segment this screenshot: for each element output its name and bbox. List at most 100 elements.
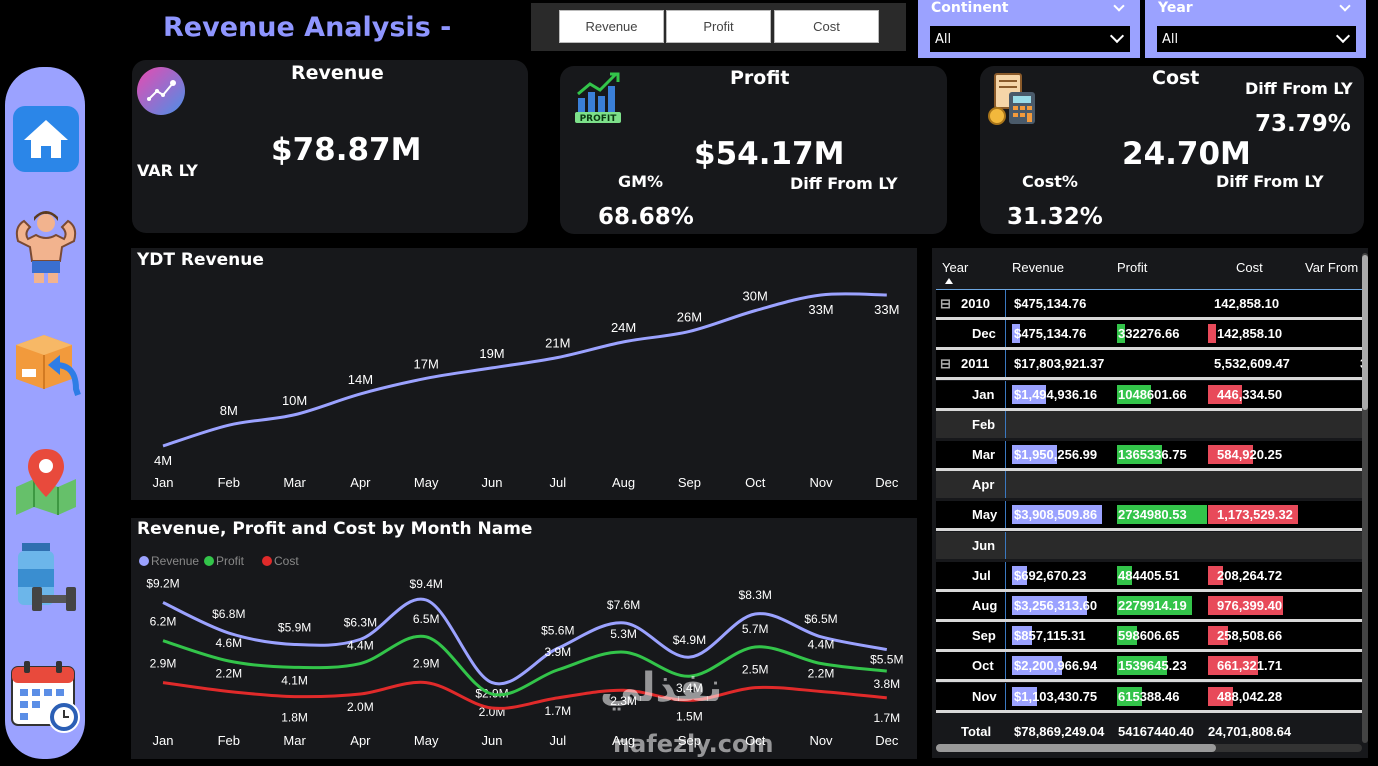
watermark-arabic: نفذلي: [600, 665, 723, 711]
profit-cell: 484405.51: [1118, 567, 1180, 583]
chevron-down-icon: [1109, 28, 1125, 44]
year-dropdown[interactable]: All: [1157, 26, 1356, 52]
total-revenue: $78,869,249.04: [1014, 724, 1105, 739]
cost-diff-value: 73.79%: [1255, 111, 1351, 137]
matrix-header-cost[interactable]: Cost: [1236, 260, 1263, 275]
cost-cell: 661,321.71: [1217, 658, 1283, 674]
cost-cell: 976,399.40: [1217, 598, 1283, 613]
profit-cell: 598606.65: [1118, 628, 1180, 644]
horizontal-scroll-thumb[interactable]: [936, 744, 1216, 752]
cost-data-bar: [1208, 384, 1243, 404]
row-separator: [936, 649, 1362, 653]
ytd-data-label: 10M: [282, 393, 307, 408]
cost-data-bar: [1208, 324, 1216, 344]
revenue-toggle-button[interactable]: Revenue: [559, 10, 664, 43]
matrix-vertical-scrollbar[interactable]: [1362, 253, 1368, 743]
matrix-header-profit[interactable]: Profit: [1117, 260, 1148, 275]
matrix-group-row[interactable]: ⊟ 2010 $475,134.76 142,858.10: [936, 290, 1362, 320]
legend-marker: [139, 556, 149, 566]
row-label: Jul: [972, 567, 991, 583]
legend-label: Profit: [216, 554, 245, 568]
cost-data-label: 2.9M: [413, 657, 440, 671]
supplements-icon[interactable]: [10, 541, 82, 613]
monthly-chart-panel: Revenue, Profit and Cost by Month Name R…: [131, 518, 917, 759]
column-divider: [1005, 320, 1006, 348]
continent-slicer: Continent All: [918, 0, 1140, 58]
monthly-chart-title: Revenue, Profit and Cost by Month Name: [137, 519, 533, 539]
ytd-data-label: 17M: [414, 356, 439, 371]
revenue-data-label: $7.6M: [607, 598, 640, 612]
table-row[interactable]: Mar $1,950,256.99 1365336.75 584,920.25: [936, 441, 1362, 471]
table-row[interactable]: Jun: [936, 531, 1362, 559]
x-tick-label: Aug: [612, 475, 635, 490]
x-tick-label: Oct: [745, 733, 766, 748]
x-tick-label: May: [414, 475, 439, 490]
x-tick-label: Jul: [549, 475, 566, 490]
table-row[interactable]: Apr: [936, 471, 1362, 499]
profit-data-bar: [1117, 626, 1137, 646]
table-row[interactable]: Jan $1,494,936.16 1048601.66 446,334.50: [936, 380, 1362, 411]
matrix-header-var-from[interactable]: Var From: [1305, 260, 1359, 275]
vertical-scroll-thumb[interactable]: [1362, 255, 1368, 410]
collapse-icon[interactable]: [1339, 0, 1351, 12]
cost-card: Cost Diff From LY 73.79% 24.70M Cost% Di…: [980, 66, 1364, 234]
column-divider: [1005, 350, 1006, 378]
table-row[interactable]: Oct $2,200,966.94 1539645.23 661,321.71: [936, 652, 1362, 683]
cost-data-label: 2.5M: [742, 663, 769, 677]
table-row[interactable]: Aug $3,256,313.60 2279914.19 976,399.40: [936, 592, 1362, 622]
cost-data-bar: [1208, 656, 1259, 676]
profit-toggle-button[interactable]: Profit: [666, 10, 771, 43]
ytd-chart-title: YDT Revenue: [137, 250, 264, 270]
map-pin-icon[interactable]: [10, 445, 82, 517]
returns-box-icon[interactable]: [10, 329, 82, 401]
calendar-icon[interactable]: [10, 659, 82, 733]
watermark-latin: nafezly.com: [613, 730, 774, 758]
table-row[interactable]: May $3,908,509.86 2734980.53 1,173,529.32: [936, 501, 1362, 532]
revenue-card-title: Revenue: [291, 62, 384, 84]
x-tick-label: Dec: [875, 475, 899, 490]
table-row[interactable]: Sep $857,115.31 598606.65 258,508.66: [936, 622, 1362, 653]
profit-data-bar: [1117, 445, 1162, 464]
profit-cell: 1539645.23: [1118, 658, 1187, 674]
row-label: May: [972, 507, 998, 523]
x-tick-label: Nov: [809, 475, 833, 490]
year-slicer: Year All: [1145, 0, 1366, 58]
row-separator: [936, 317, 1362, 320]
fitness-icon[interactable]: [10, 207, 82, 283]
profit-card-title: Profit: [730, 67, 790, 89]
profit-data-label: 3.9M: [544, 645, 571, 659]
matrix-horizontal-scrollbar[interactable]: [936, 744, 1362, 752]
collapse-icon[interactable]: ⊟: [940, 296, 951, 311]
ytd-data-label: 21M: [545, 335, 570, 350]
cost-data-label: 2.2M: [215, 666, 242, 680]
column-divider: [1005, 531, 1006, 559]
x-tick-label: Oct: [745, 475, 766, 490]
cost-series-line: [162, 680, 887, 710]
table-row[interactable]: Nov $1,103,430.75 615388.46 488,042.28: [936, 682, 1362, 713]
matrix-header-revenue[interactable]: Revenue: [1012, 260, 1065, 275]
revenue-series-line: [162, 597, 888, 686]
home-icon[interactable]: [10, 103, 82, 175]
table-row[interactable]: Dec $475,134.76 332276.66 142,858.10: [936, 320, 1362, 351]
x-tick-label: Feb: [218, 475, 240, 490]
continent-dropdown[interactable]: All: [930, 26, 1130, 52]
revenue-matrix: Year Revenue Profit Cost Var From ⊟ 2010 $…: [932, 248, 1368, 758]
profit-card-value: $54.17M: [694, 136, 845, 172]
profit-data-bar: [1117, 324, 1125, 344]
cost-cell: 258,508.66: [1217, 628, 1283, 644]
matrix-header-year[interactable]: Year: [942, 260, 969, 275]
cost-toggle-button[interactable]: Cost: [774, 10, 879, 43]
matrix-group-row[interactable]: ⊟2011$17,803,921.375,532,609.4736: [936, 350, 1368, 381]
revenue-cell: $1,950,256.99: [1014, 447, 1098, 462]
x-tick-label: Mar: [283, 733, 306, 748]
row-separator: [936, 588, 1362, 592]
legend-marker: [262, 556, 272, 566]
table-row[interactable]: Jul $692,670.23 484405.51 208,264.72: [936, 561, 1362, 592]
legend-label: Cost: [274, 554, 299, 568]
cost-cell: 446,334.50: [1217, 386, 1283, 402]
table-row[interactable]: Feb: [936, 410, 1362, 438]
cost-data-label: 1.8M: [281, 711, 308, 725]
collapse-icon[interactable]: ⊟: [940, 356, 951, 372]
collapse-icon[interactable]: [1113, 0, 1125, 12]
legend-label: Revenue: [151, 554, 199, 568]
